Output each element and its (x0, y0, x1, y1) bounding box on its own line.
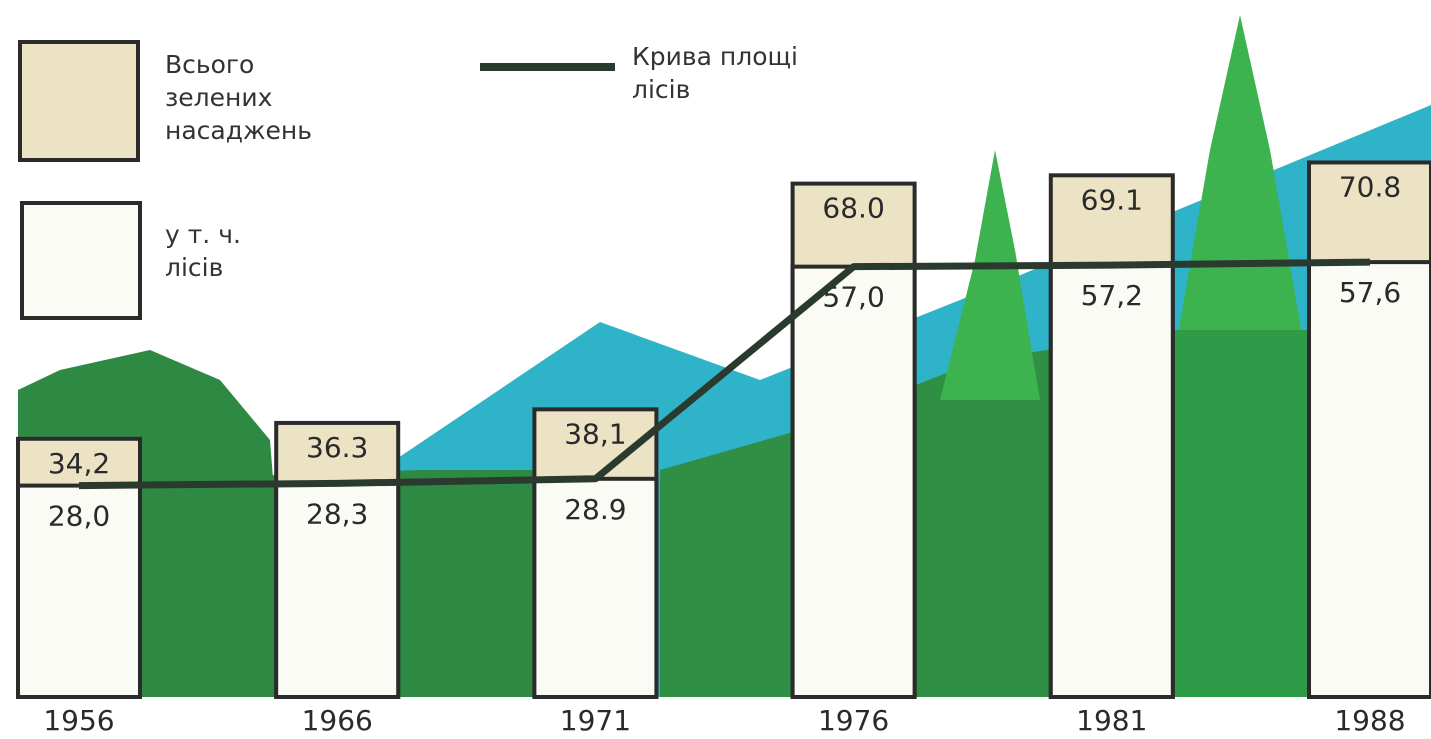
legend-swatches (18, 40, 615, 320)
bar (1307, 260, 1431, 699)
value-label: 28,0 (48, 500, 110, 533)
legend-label: у т. ч. лісів (165, 220, 241, 282)
value-label: 38,1 (564, 417, 626, 450)
x-tick-label: 1981 (1076, 704, 1147, 737)
value-label: 57,2 (1081, 279, 1143, 312)
legend-swatch (20, 201, 142, 320)
value-label: 36.3 (306, 431, 368, 464)
value-label: 70.8 (1339, 170, 1401, 203)
x-tick-label: 1976 (818, 704, 889, 737)
value-label: 68.0 (822, 192, 884, 225)
bar (790, 264, 917, 699)
value-label: 28,3 (306, 497, 368, 530)
bar (274, 481, 401, 699)
x-tick-label: 1956 (43, 704, 114, 737)
legend-label: Всього зелених насаджень (165, 50, 312, 145)
value-label: 34,2 (48, 447, 110, 480)
bar (532, 476, 659, 699)
forest-line (78, 258, 1371, 490)
value-label: 57,6 (1339, 276, 1401, 309)
bar (1048, 263, 1175, 699)
x-tick-label: 1988 (1334, 704, 1405, 737)
x-tick-label: 1966 (302, 704, 373, 737)
value-label: 28.9 (564, 493, 626, 526)
x-tick-label: 1971 (560, 704, 631, 737)
legend-label: Крива площі лісів (632, 42, 798, 104)
legend-swatch (18, 40, 140, 162)
value-label: 69.1 (1081, 183, 1143, 216)
